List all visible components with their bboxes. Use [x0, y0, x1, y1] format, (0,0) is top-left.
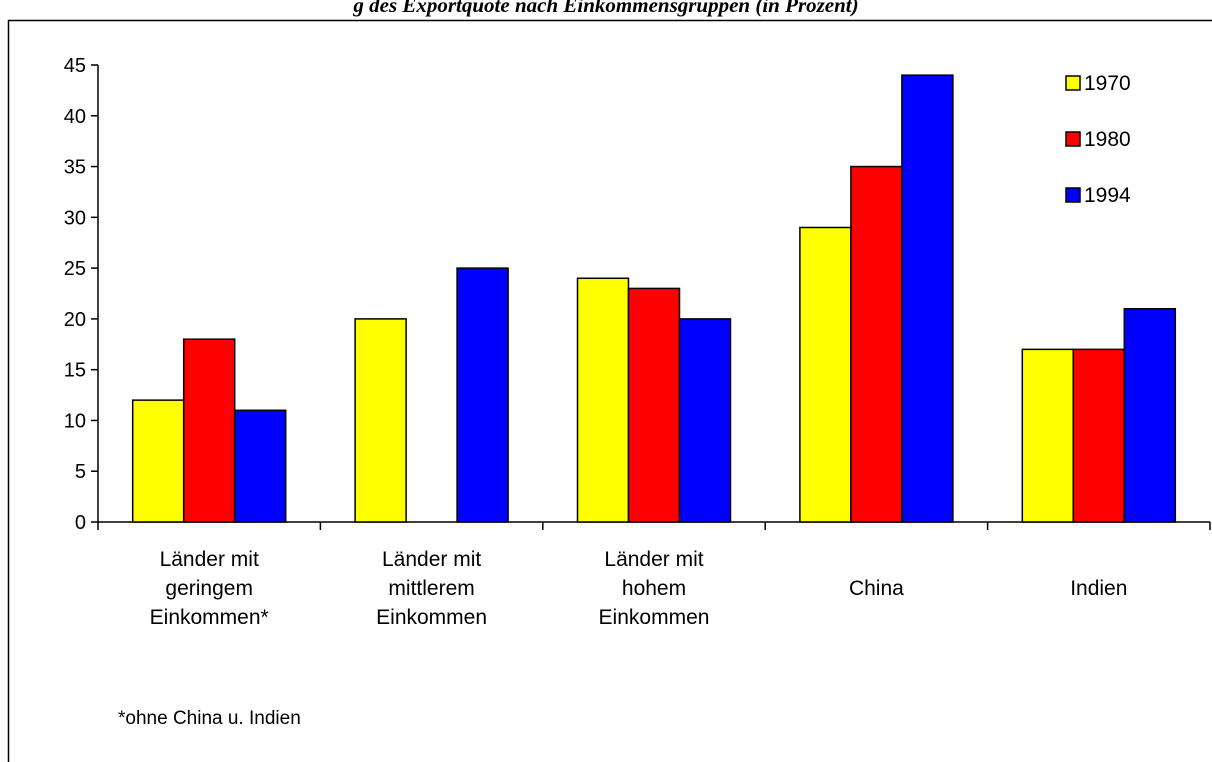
y-tick-label: 35	[64, 157, 86, 179]
footnote: *ohne China u. Indien	[118, 708, 301, 729]
bar-1970	[1021, 348, 1075, 523]
bar-1970	[354, 318, 407, 523]
bar-1970	[799, 226, 852, 523]
y-tick-label: 20	[64, 309, 86, 331]
y-tick-label: 40	[64, 106, 86, 128]
bar-1980	[850, 165, 903, 523]
bar-1994	[678, 318, 732, 523]
legend-label: 1994	[1084, 184, 1131, 207]
bar-1980	[1072, 348, 1126, 523]
legend-label: 1970	[1084, 72, 1131, 95]
y-tick-label: 30	[64, 207, 86, 229]
bar-1994	[901, 74, 954, 523]
y-tick-label: 45	[64, 55, 86, 77]
bar-1994	[1123, 307, 1177, 523]
bar-1980	[627, 287, 681, 523]
x-tick-label: Länder mit geringem Einkommen*	[150, 548, 269, 629]
y-tick-label: 15	[64, 360, 86, 382]
y-axis: 0 5 10 15 20 25 30 35 40 45	[64, 55, 99, 534]
legend-label: 1980	[1084, 128, 1131, 151]
chart-border	[7, 19, 1212, 762]
y-tick-label: 25	[64, 258, 86, 280]
y-tick-label: 5	[75, 461, 86, 483]
x-axis: Länder mit geringem Einkommen* Länder mit mi…	[97, 521, 1211, 629]
bar-1970	[576, 277, 630, 523]
bar-1980	[182, 338, 236, 523]
x-tick-label: Länder mit hohem Einkommen	[599, 548, 710, 629]
bar-1970	[131, 399, 185, 523]
x-tick-label: Länder mit mittlerem Einkommen	[376, 548, 487, 629]
chart-title: g des Exportquote nach Einkommensgruppen…	[353, 0, 859, 17]
x-tick-label: Indien	[1070, 577, 1127, 600]
legend-swatch-1994	[1065, 187, 1081, 203]
x-tick-label: China	[849, 577, 904, 600]
legend-swatch-1980	[1065, 131, 1081, 147]
legend-swatch-1970	[1065, 75, 1081, 91]
legend: 1970 1980 1994	[1065, 72, 1131, 207]
bar-1994	[233, 409, 287, 523]
bar-1994	[456, 267, 509, 523]
bars	[131, 74, 1177, 523]
y-tick-label: 0	[75, 512, 86, 534]
y-tick-label: 10	[64, 410, 86, 432]
